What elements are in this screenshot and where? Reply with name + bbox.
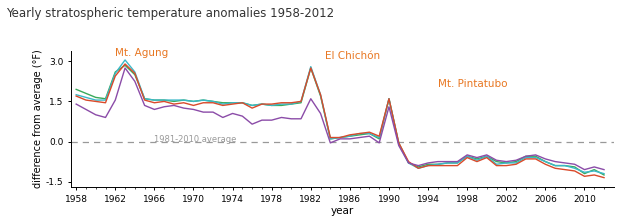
X-axis label: year: year: [331, 206, 354, 216]
Text: Mt. Pintatubo: Mt. Pintatubo: [438, 79, 507, 89]
Text: El Chichón: El Chichón: [326, 51, 381, 61]
Text: Mt. Agung: Mt. Agung: [115, 48, 169, 58]
Y-axis label: difference from average (°F): difference from average (°F): [33, 50, 43, 188]
Text: 1981-2010 average: 1981-2010 average: [154, 135, 237, 144]
Text: Yearly stratospheric temperature anomalies 1958-2012: Yearly stratospheric temperature anomali…: [6, 7, 334, 20]
